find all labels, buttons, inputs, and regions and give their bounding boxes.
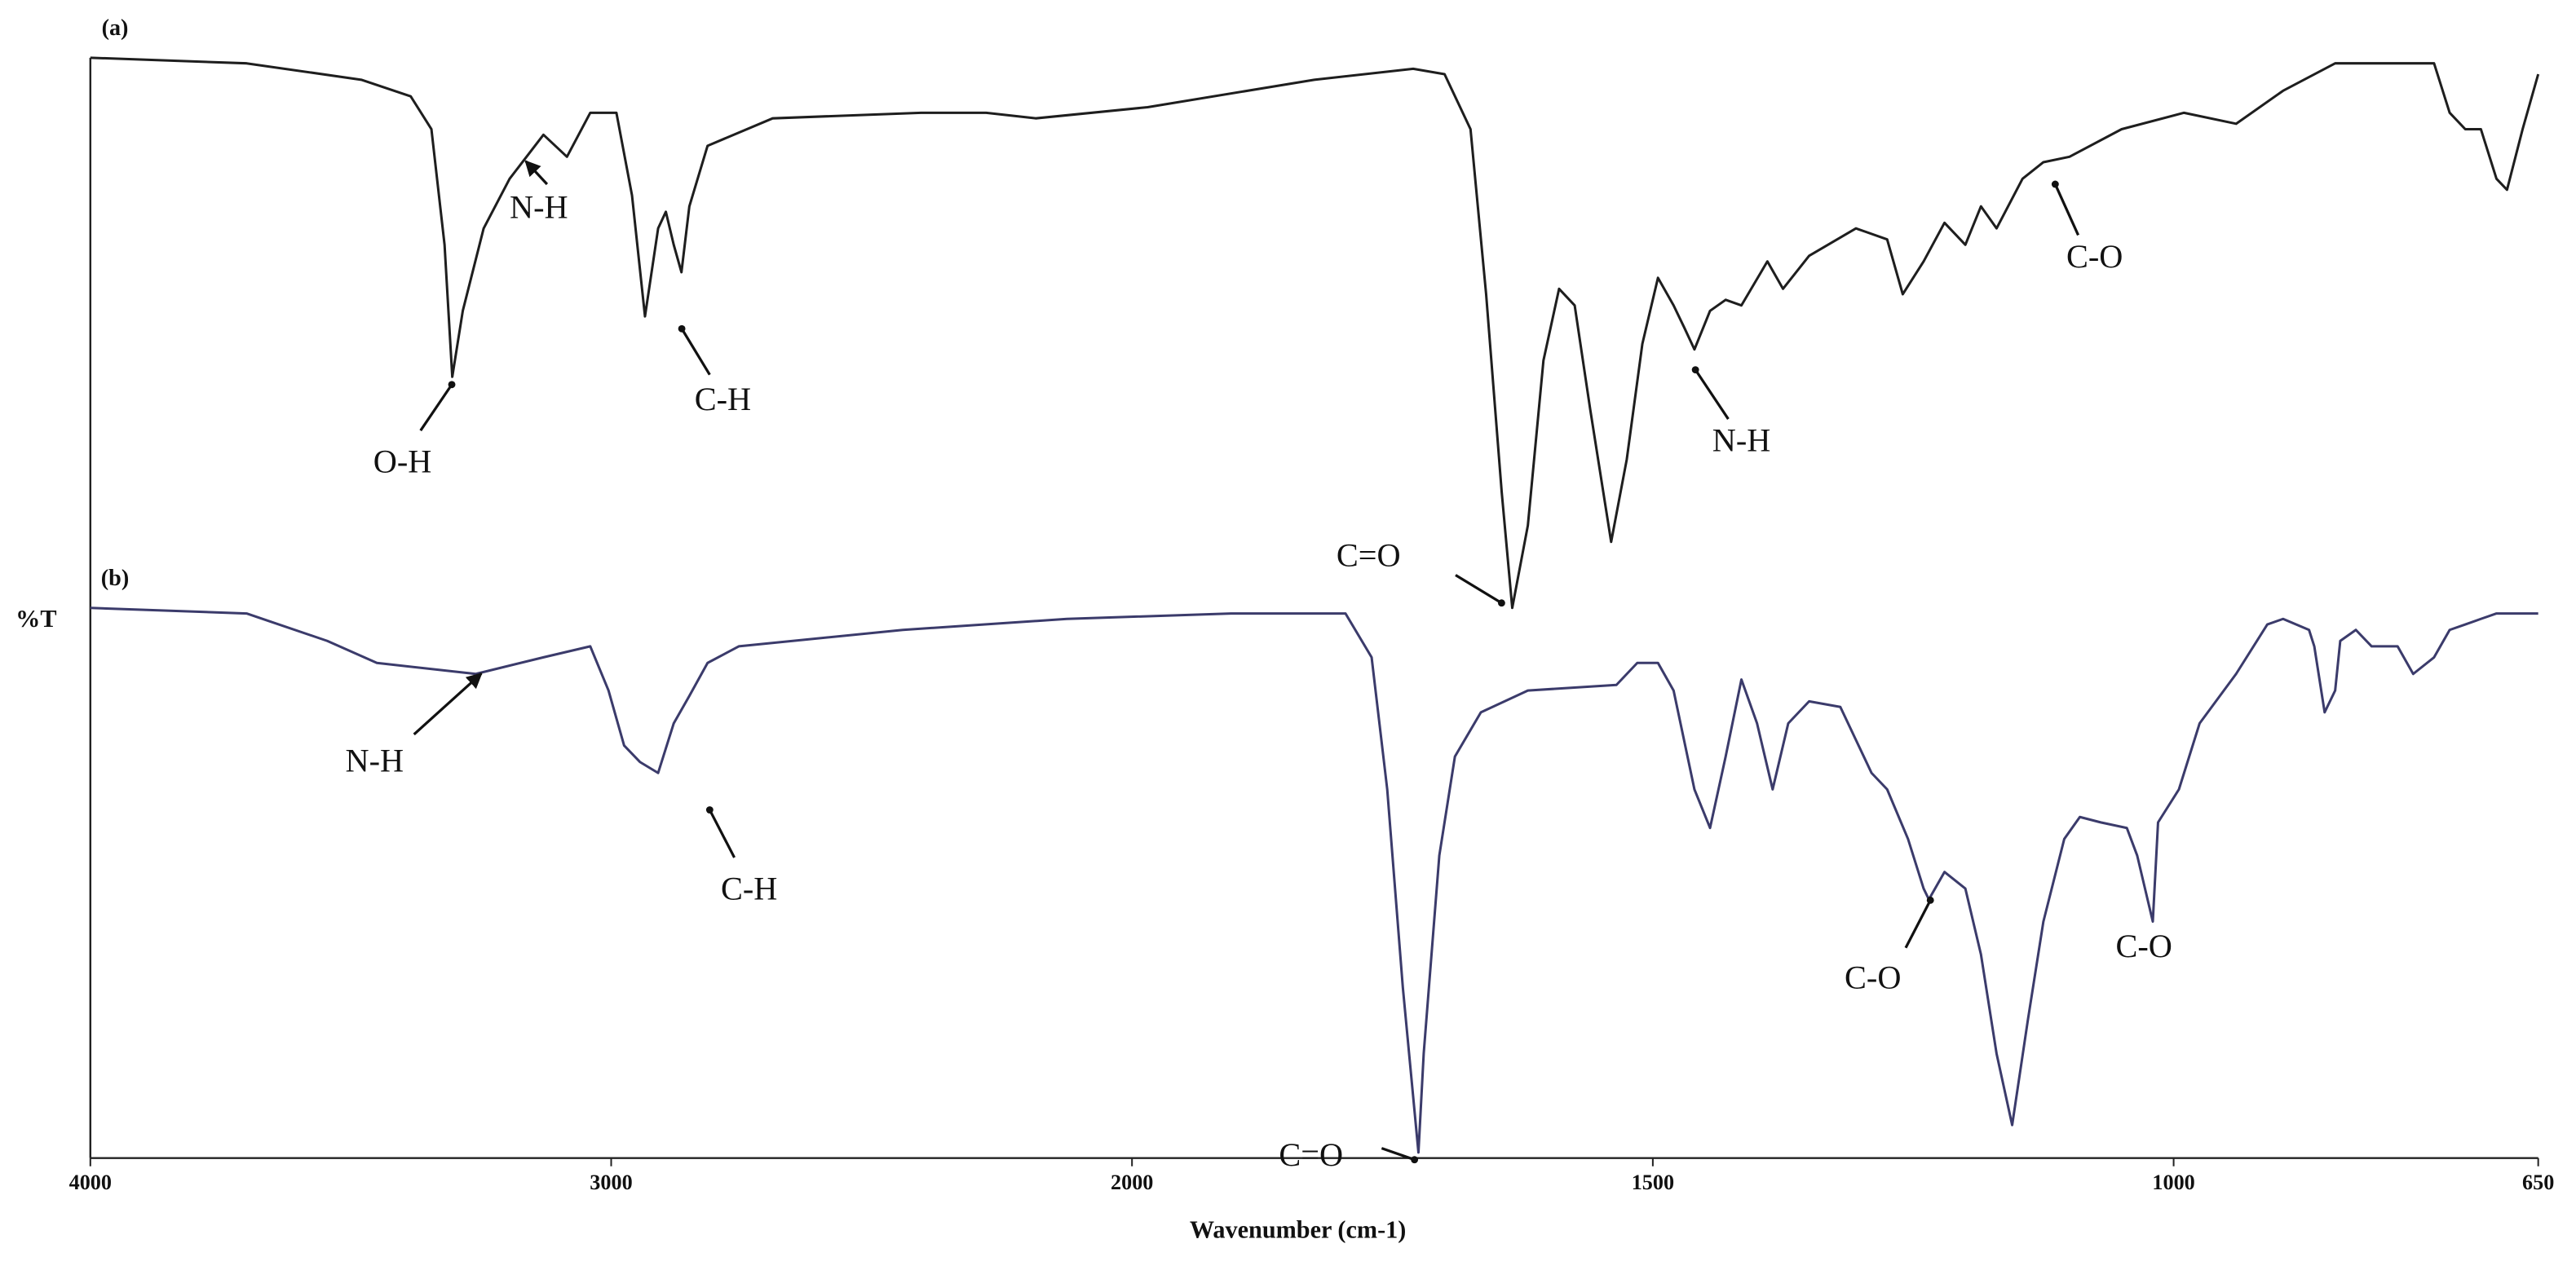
- x-tick-label: 3000: [590, 1171, 632, 1194]
- x-tick-label: 1000: [2152, 1171, 2194, 1194]
- annotation-pointer: [524, 160, 549, 186]
- x-axis-label: Wavenumber (cm-1): [1190, 1215, 1407, 1243]
- peak-annotation: C=O: [1337, 537, 1401, 574]
- annotation-dot: [1691, 366, 1699, 374]
- annotation-pointer: [708, 809, 736, 858]
- peak-annotation: C=O: [1279, 1136, 1343, 1173]
- annotation-pointer: [1694, 368, 1730, 420]
- peak-annotation: C-O: [2066, 238, 2123, 275]
- peak-annotation: C-H: [721, 871, 777, 907]
- annotation-dot: [1411, 1156, 1419, 1164]
- annotation-dot: [678, 324, 686, 333]
- annotation-pointer: [680, 328, 711, 376]
- x-tick-label: 1500: [1632, 1171, 1674, 1194]
- peak-annotation: N-H: [510, 188, 568, 225]
- x-tick-label: 650: [2522, 1171, 2554, 1194]
- peak-annotation: C-H: [695, 381, 751, 417]
- annotation-dot: [705, 806, 714, 814]
- annotation-pointer: [1455, 574, 1503, 605]
- panel-label: (b): [101, 566, 129, 591]
- peak-annotation: C-O: [2115, 928, 2172, 964]
- annotation-dot: [1926, 896, 1934, 904]
- peak-annotation: C-O: [1845, 959, 1901, 995]
- y-axis-label: %T: [15, 605, 56, 633]
- spectrum-line: [90, 606, 2538, 1154]
- annotation-pointer: [1381, 1147, 1416, 1162]
- peak-annotation: N-H: [346, 742, 404, 778]
- annotation-dot: [2051, 180, 2059, 188]
- annotation-dot: [1497, 599, 1505, 607]
- annotation-pointer: [1904, 899, 1932, 949]
- x-tick-label: 2000: [1111, 1171, 1153, 1194]
- annotation-pointer: [2053, 183, 2080, 236]
- x-tick-label: 4000: [69, 1171, 112, 1194]
- panel-label: (a): [102, 15, 129, 41]
- annotation-dot: [448, 381, 456, 389]
- peak-annotation: O-H: [373, 443, 432, 480]
- annotation-pointer: [413, 672, 483, 736]
- peak-annotation: N-H: [1712, 422, 1771, 459]
- annotation-pointer: [419, 383, 453, 432]
- spectrum-line: [90, 56, 2540, 610]
